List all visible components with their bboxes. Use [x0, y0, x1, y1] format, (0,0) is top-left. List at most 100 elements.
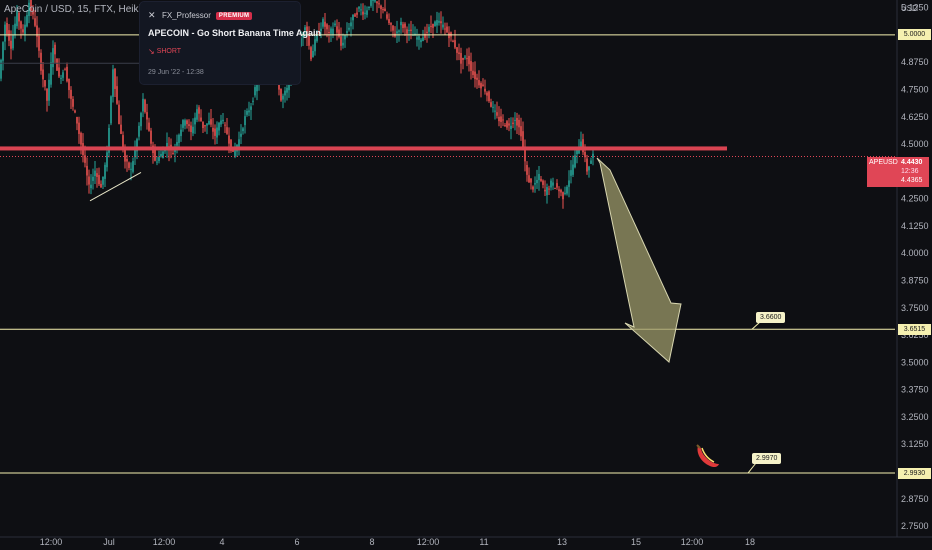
candle-body — [408, 29, 410, 31]
candle-body — [18, 12, 20, 22]
candle-body — [486, 92, 488, 96]
candle-body — [554, 188, 556, 190]
candle-body — [592, 153, 594, 158]
candle-body — [114, 68, 116, 89]
candle-body — [310, 47, 312, 60]
candle-body — [544, 189, 546, 192]
candle-body — [162, 151, 164, 159]
candle-body — [100, 183, 102, 188]
candle-body — [98, 175, 100, 185]
candle-body — [66, 66, 68, 82]
candle-body — [478, 80, 480, 86]
candle-body — [410, 29, 412, 31]
candle-body — [390, 23, 392, 25]
x-tick-label: 6 — [294, 537, 299, 547]
candle-body — [288, 79, 290, 91]
candle-body — [286, 87, 288, 93]
candle-body — [84, 155, 86, 163]
y-tick-label: 4.8750 — [901, 57, 929, 67]
candle-body — [10, 40, 12, 49]
candle-body — [354, 14, 356, 17]
candle-body — [468, 55, 470, 65]
idea-title[interactable]: APECOIN - Go Short Banana Time Again — [148, 28, 322, 38]
candle-body — [280, 88, 282, 101]
candle-body — [20, 21, 22, 29]
candle-body — [346, 31, 348, 33]
candle-body — [402, 24, 404, 28]
candle-body — [108, 127, 110, 153]
idea-date: 29 Jun '22 - 12:38 — [148, 69, 204, 76]
y-tick-label: 5.1250 — [901, 3, 929, 13]
x-tick-label: 15 — [631, 537, 641, 547]
candle-body — [116, 86, 118, 104]
target-two-callout[interactable]: 2.9970 — [752, 453, 782, 464]
candle-body — [144, 99, 146, 113]
y-tick-label: 4.7500 — [901, 85, 929, 95]
candle-body — [560, 189, 562, 193]
symbol-title[interactable]: ApeCoin / USD, 15, FTX, Heikin Ashi — [4, 4, 168, 15]
candle-body — [376, 1, 378, 4]
candle-body — [510, 125, 512, 130]
candle-body — [128, 162, 130, 168]
candle-body — [242, 128, 244, 132]
callout-two-connector — [747, 462, 757, 474]
candle-body — [186, 120, 188, 125]
candle-body — [332, 28, 334, 35]
candle-body — [388, 19, 390, 23]
candle-body — [78, 122, 80, 134]
candle-body — [472, 70, 474, 75]
candle-body — [88, 176, 90, 185]
candle-body — [330, 28, 332, 34]
candle-body — [8, 30, 10, 41]
y-tick-label: 3.2500 — [901, 412, 929, 422]
author-row[interactable]: ✕ FX_Professor PREMIUM — [148, 11, 253, 20]
bid-price: 4.4365 — [901, 177, 923, 184]
candle-body — [42, 69, 44, 80]
candle-body — [142, 98, 144, 112]
candle-body — [284, 90, 286, 96]
candle-body — [512, 122, 514, 125]
candle-body — [50, 62, 52, 85]
candle-body — [122, 135, 124, 150]
candle-body — [30, 0, 32, 11]
x-tick-label: 12:00 — [681, 537, 704, 547]
y-tick-label: 4.0000 — [901, 248, 929, 258]
candle-body — [56, 58, 58, 71]
candle-body — [406, 29, 408, 34]
projection-arrow — [596, 157, 682, 363]
author-name[interactable]: FX_Professor — [162, 11, 211, 20]
y-tick-label: 4.6250 — [901, 112, 929, 122]
candle-body — [340, 36, 342, 46]
candle-body — [112, 69, 114, 97]
candle-body — [156, 161, 158, 163]
x-tick-label: 8 — [369, 537, 374, 547]
candle-body — [540, 178, 542, 181]
candle-body — [462, 57, 464, 60]
candle-body — [0, 59, 2, 79]
y-tick-label: 3.8750 — [901, 276, 929, 286]
candle-body — [576, 149, 578, 155]
candle-body — [46, 88, 48, 101]
candle-body — [16, 9, 18, 27]
last-price-value: 4.4430 — [901, 159, 923, 166]
candle-body — [428, 26, 430, 32]
y-tick-label: 2.7500 — [901, 521, 929, 531]
candle-body — [418, 36, 420, 40]
candle-body — [440, 21, 442, 24]
candle-body — [568, 180, 570, 187]
candle-body — [238, 139, 240, 148]
target-one-callout[interactable]: 3.6600 — [756, 312, 786, 323]
candle-body — [474, 71, 476, 80]
candle-body — [218, 122, 220, 131]
candle-body — [256, 81, 258, 92]
direction-row: ↘ SHORT — [148, 47, 181, 56]
idea-card[interactable]: ✕ FX_Professor PREMIUM APECOIN - Go Shor… — [140, 2, 321, 84]
candle-body — [158, 157, 160, 162]
candle-body — [54, 44, 56, 55]
y-tick-label: 3.3750 — [901, 385, 929, 395]
candle-body — [382, 9, 384, 11]
candle-body — [396, 31, 398, 34]
candle-body — [456, 47, 458, 53]
